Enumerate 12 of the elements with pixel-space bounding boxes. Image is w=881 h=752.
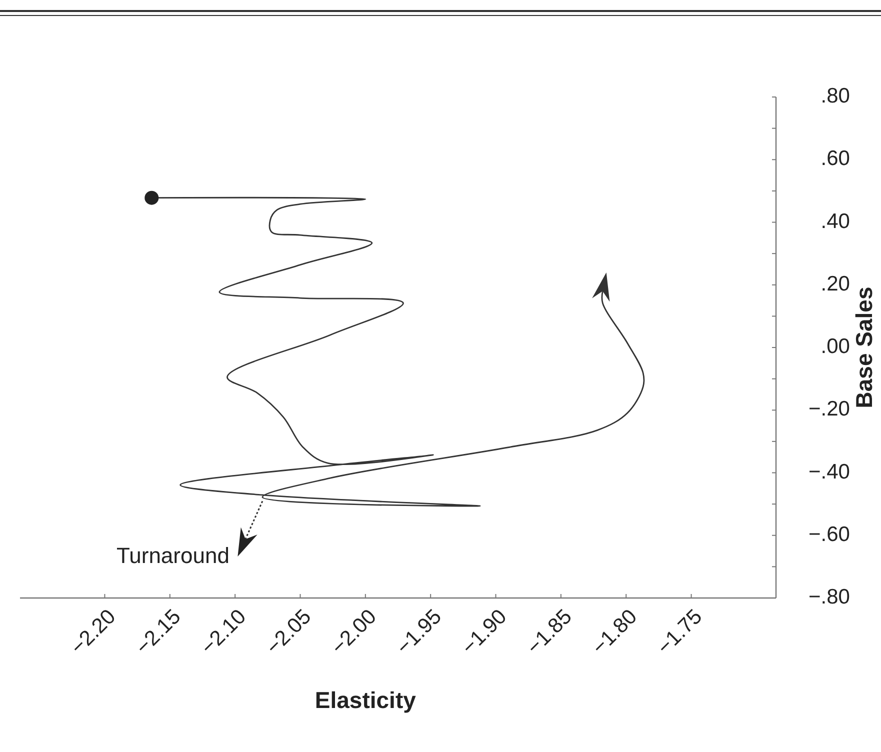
y-tick-label: .20 bbox=[820, 272, 850, 296]
y-tick-label: −.40 bbox=[808, 460, 850, 484]
y-tick-label: −.80 bbox=[808, 586, 850, 609]
annotation: Turnaround bbox=[116, 543, 230, 568]
y-tick-label: −.20 bbox=[808, 398, 850, 421]
y-tick-label: −.60 bbox=[808, 522, 850, 546]
y-tick-label: .40 bbox=[820, 210, 850, 233]
y-tick-label: .00 bbox=[820, 335, 850, 358]
y-tick-label: .80 bbox=[820, 84, 850, 108]
y-tick-label: .60 bbox=[820, 147, 850, 170]
x-axis-title: Elasticity bbox=[314, 687, 416, 713]
y-axis-title: Base Sales bbox=[851, 286, 877, 408]
